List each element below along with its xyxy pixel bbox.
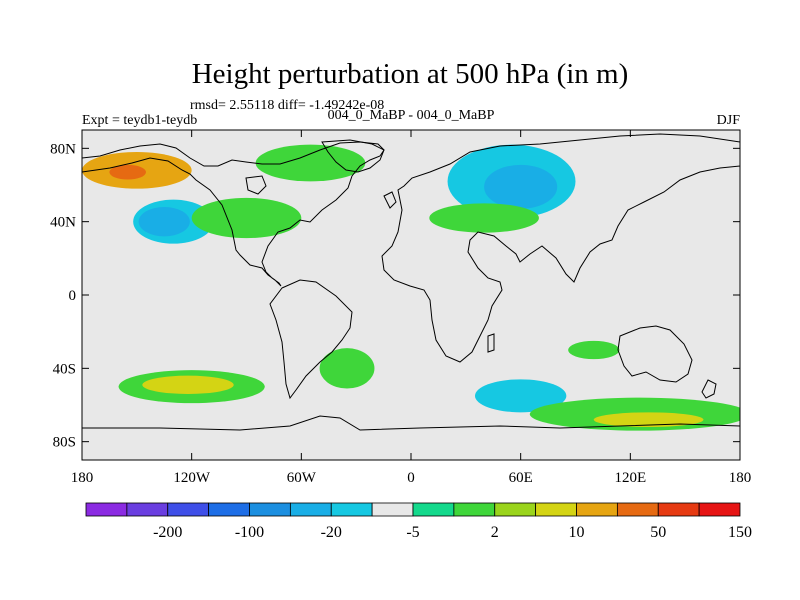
- colorbar-label-4: 2: [491, 524, 499, 541]
- colorbar-label-6: 50: [650, 524, 666, 541]
- right-label: DJF: [717, 113, 741, 128]
- colorbar-swatch-1: [126, 502, 169, 517]
- anomaly-region-8: [429, 203, 539, 233]
- colorbar-label-3: -5: [406, 524, 419, 541]
- anomaly-region-20: [568, 340, 620, 360]
- colorbar-swatch-8: [412, 502, 455, 517]
- colorbar-label-2: -20: [321, 524, 342, 541]
- x-tick-label-1: 120W: [173, 470, 211, 486]
- colorbar-label-0: -200: [153, 524, 182, 541]
- colorbar-swatch-9: [453, 502, 496, 517]
- chart-title: Height perturbation at 500 hPa (in m): [192, 58, 629, 90]
- x-tick-label-4: 60E: [509, 470, 533, 486]
- colorbar-swatch-15: [698, 502, 741, 517]
- colorbar-swatch-0: [85, 502, 128, 517]
- anomaly-region-15: [246, 419, 430, 446]
- colorbar-swatch-10: [494, 502, 537, 517]
- y-tick-label-0: 80N: [50, 141, 76, 157]
- coastline-uk: [383, 191, 397, 209]
- anomaly-region-5: [255, 144, 366, 182]
- y-tick-label-3: 40S: [53, 361, 76, 377]
- coastline-australia: [617, 325, 693, 383]
- coastline-greenland: [321, 139, 385, 173]
- left-label: Expt = teydb1-teydb: [82, 113, 197, 128]
- anomaly-region-7: [484, 164, 558, 209]
- colorbar-swatch-3: [208, 502, 250, 517]
- anomaly-region-9: [602, 212, 695, 250]
- y-axis: 80N 40N 0 40S 80S: [50, 141, 740, 451]
- colorbar-swatch-12: [576, 502, 618, 517]
- anomaly-region-14: [319, 348, 375, 389]
- y-tick-label-2: 0: [69, 288, 77, 304]
- x-tick-label-5: 120E: [614, 470, 646, 486]
- x-tick-label-6: 180: [729, 470, 752, 486]
- coastline-hudson-bay: [245, 175, 267, 195]
- center-label: 004_0_MaBP - 004_0_MaBP: [328, 108, 495, 123]
- colorbar-swatch-13: [616, 502, 659, 517]
- x-axis: 180 120W 60W 0 60E 120E 180: [71, 130, 752, 486]
- colorbar-swatch-4: [249, 502, 291, 517]
- colorbar-swatch-2: [167, 502, 210, 517]
- anomaly-region-4: [191, 197, 302, 239]
- coastline-antarctica: [82, 415, 740, 431]
- colorbar-swatch-7: [371, 502, 414, 517]
- colorbar: [85, 502, 741, 517]
- coastlines: [82, 133, 740, 431]
- colorbar-swatch-6: [330, 502, 373, 517]
- coastline-north-america: [82, 141, 385, 287]
- anomaly-region-19: [593, 412, 704, 427]
- anomaly-region-1: [109, 164, 146, 180]
- colorbar-label-5: 10: [569, 524, 585, 541]
- colorbar-swatch-5: [289, 502, 332, 517]
- stats-line: rmsd= 2.55118 diff= -1.49242e-08: [190, 98, 384, 113]
- y-tick-label-1: 40N: [50, 215, 76, 231]
- coastline-new-zealand: [701, 379, 717, 399]
- y-tick-label-4: 80S: [53, 435, 76, 451]
- colorbar-label-7: 150: [728, 524, 752, 541]
- colorbar-swatch-14: [657, 502, 700, 517]
- x-tick-label-2: 60W: [287, 470, 317, 486]
- anomaly-region-13: [142, 375, 234, 395]
- x-tick-label-3: 0: [407, 470, 415, 486]
- colorbar-label-1: -100: [235, 524, 264, 541]
- coastline-south-america: [269, 279, 353, 400]
- x-tick-label-0: 180: [71, 470, 94, 486]
- anomaly-region-3: [138, 207, 190, 237]
- anomaly-field: [82, 144, 740, 446]
- coastline-eurasia-africa: [381, 133, 740, 363]
- colorbar-labels: -200 -100 -20 -5 2 10 50 150: [153, 524, 752, 541]
- coastline-madagascar: [487, 333, 495, 353]
- anomaly-region-10: [676, 163, 731, 196]
- anomaly-region-17: [474, 379, 567, 413]
- colorbar-swatch-11: [535, 502, 577, 517]
